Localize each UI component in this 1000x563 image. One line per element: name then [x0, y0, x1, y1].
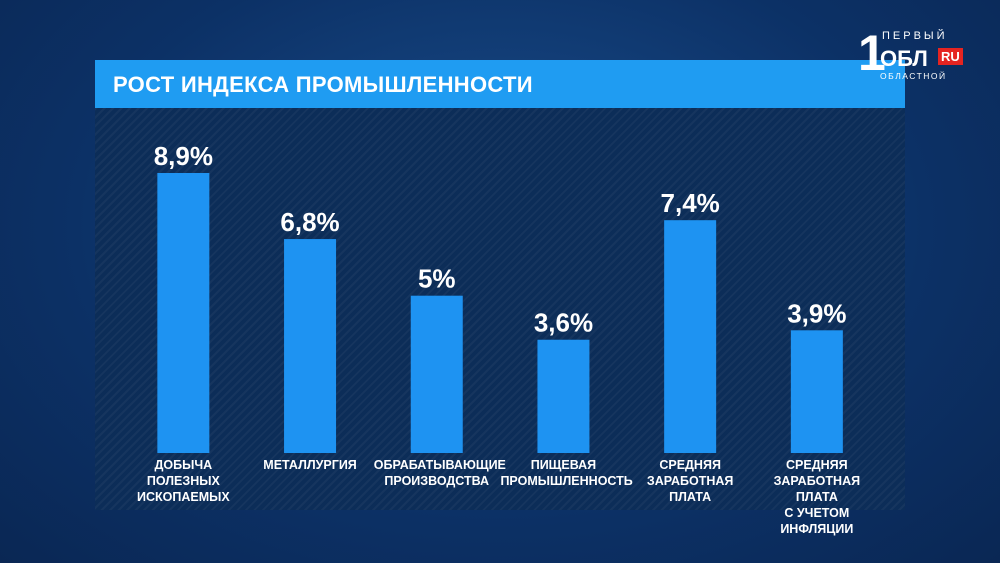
chart-title: РОСТ ИНДЕКСА ПРОМЫШЛЕННОСТИ	[113, 72, 533, 97]
title-bar: РОСТ ИНДЕКСА ПРОМЫШЛЕННОСТИ	[95, 60, 905, 108]
bar	[157, 173, 210, 453]
value-label: 3,6%	[534, 308, 593, 338]
logo-bottom: ОБЛАСТНОЙ	[880, 71, 947, 81]
value-label: 6,8%	[280, 207, 339, 237]
value-label: 3,9%	[787, 298, 846, 328]
bar	[790, 330, 843, 453]
category-label: СРЕДНЯЯ ЗАРАБОТНАЯ ПЛАТА	[646, 458, 734, 504]
logo-middle: ОБЛ	[880, 46, 928, 71]
category-label: МЕТАЛЛУРГИЯ	[263, 458, 357, 472]
bar	[537, 339, 590, 453]
logo-digit: 1	[858, 25, 886, 81]
chart-panel	[95, 108, 905, 510]
value-label: 5%	[418, 264, 456, 294]
value-label: 7,4%	[661, 188, 720, 218]
value-label: 8,9%	[154, 141, 213, 171]
bar	[410, 295, 463, 453]
channel-logo: 1 ПЕРВЫЙ ОБЛ RU ОБЛАСТНОЙ	[858, 28, 978, 88]
category-label: ОБРАБАТЫВАЮЩИЕ ПРОИЗВОДСТВА	[373, 458, 506, 488]
category-label: СРЕДНЯЯ ЗАРАБОТНАЯ ПЛАТА С УЧЕТОМ ИНФЛЯЦ…	[773, 458, 861, 536]
category-label: ДОБЫЧА ПОЛЕЗНЫХ ИСКОПАЕМЫХ	[136, 458, 230, 504]
bar	[284, 239, 337, 453]
category-label: ПИЩЕВАЯ ПРОМЫШЛЕННОСТЬ	[500, 458, 633, 488]
bar	[664, 220, 717, 453]
logo-top: ПЕРВЫЙ	[882, 30, 948, 42]
logo-badge: RU	[938, 48, 963, 65]
